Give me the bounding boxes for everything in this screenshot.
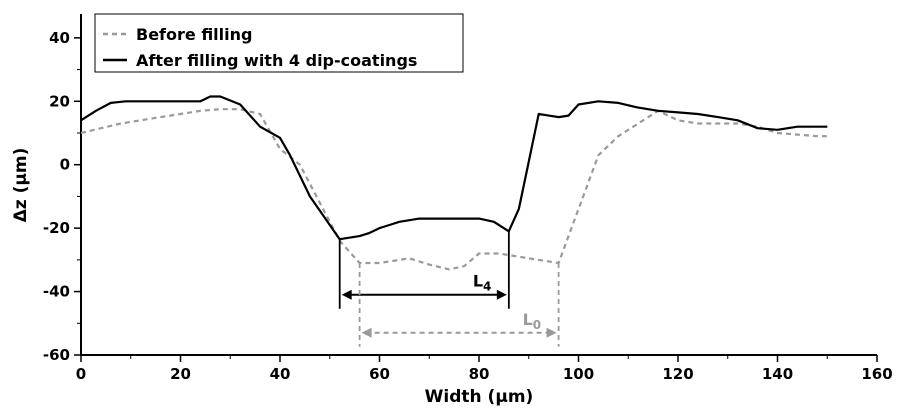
legend-label-before: Before filling: [136, 25, 252, 44]
x-axis-title: Width (µm): [425, 387, 534, 407]
y-tick-label: 40: [49, 29, 70, 47]
x-tick-label: 120: [662, 365, 693, 383]
legend-label-after: After filling with 4 dip-coatings: [136, 51, 417, 70]
annotation-layer: L4 L0: [338, 231, 560, 347]
x-tick-label: 160: [861, 365, 892, 383]
series-line-before-filling: [80, 108, 828, 271]
y-ticks: -60 -40 -20 0 20 40: [43, 29, 81, 364]
x-tick-label: 20: [170, 365, 191, 383]
y-tick-label: -60: [43, 346, 70, 364]
width-label: L4: [473, 272, 492, 294]
arrowhead-left: [341, 289, 352, 300]
arrowhead-left: [361, 327, 372, 338]
x-tick-label: 80: [469, 365, 490, 383]
arrowhead-right: [496, 289, 507, 300]
series-line-after-filling: [80, 95, 828, 241]
y-axis-title: Δz (µm): [11, 148, 31, 223]
y-tick-label: -20: [43, 219, 70, 237]
x-tick-label: 40: [270, 365, 291, 383]
y-tick-label: 0: [60, 156, 70, 174]
x-ticks: 0 20 40 60 80 100 120 140 160: [76, 355, 893, 383]
y-tick-label: 20: [49, 92, 70, 110]
arrowhead-right: [546, 327, 557, 338]
y-tick-label: -40: [43, 283, 70, 301]
series-layer: [80, 95, 828, 271]
x-tick-label: 140: [762, 365, 793, 383]
legend: Before filling After filling with 4 dip-…: [94, 13, 464, 73]
x-tick-label: 60: [369, 365, 390, 383]
x-tick-label: 0: [76, 365, 86, 383]
x-tick-label: 100: [563, 365, 594, 383]
width-label: L0: [523, 310, 542, 332]
legend-box: [94, 13, 464, 73]
